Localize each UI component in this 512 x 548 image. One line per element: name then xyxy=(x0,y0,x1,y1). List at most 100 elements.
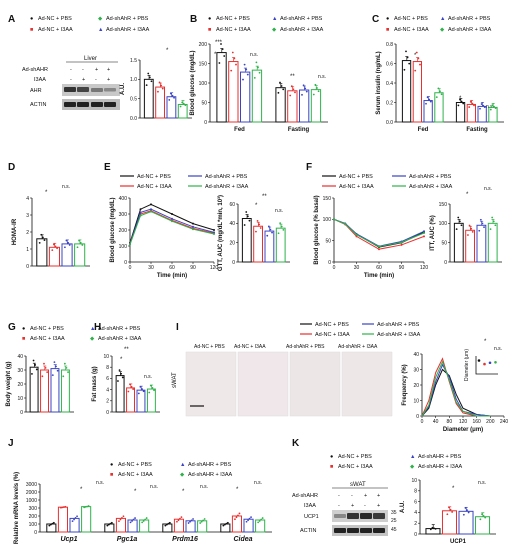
bar xyxy=(197,520,208,533)
data-point xyxy=(109,522,112,525)
legend-item: Ad-NC + I3AA xyxy=(30,336,65,342)
data-point xyxy=(177,519,180,522)
data-point xyxy=(279,222,282,224)
data-point xyxy=(200,520,203,523)
sig-star: * xyxy=(166,48,169,54)
data-point xyxy=(169,92,172,95)
legend-a: ● Ad-NC + PBS ◆ Ad-shAhR + PBS ■ Ad-NC +… xyxy=(30,16,150,33)
legend-j: ● Ad-NC + PBS ▲ Ad-shAHR + PBS ■ Ad-NC +… xyxy=(110,462,233,478)
data-point xyxy=(237,514,239,517)
panel-label-g: G xyxy=(8,322,16,333)
bar xyxy=(166,96,177,119)
y-tick-label: 0 xyxy=(34,530,37,536)
micro-label: Ad-NC + I3AA xyxy=(234,344,266,350)
bar xyxy=(228,61,239,123)
data-point xyxy=(260,518,263,521)
axis-line xyxy=(333,198,424,263)
data-point xyxy=(242,78,244,81)
data-point xyxy=(483,362,486,366)
data-point xyxy=(149,384,152,387)
data-point xyxy=(202,519,205,522)
data-point xyxy=(68,244,71,246)
bar xyxy=(299,89,310,123)
data-point xyxy=(467,511,470,514)
data-point xyxy=(429,528,432,531)
data-point xyxy=(483,106,486,109)
data-point xyxy=(467,234,469,236)
series-line xyxy=(421,368,491,417)
y-tick-label: 4 xyxy=(414,510,417,516)
legend-dot: ■ xyxy=(110,472,113,478)
data-point xyxy=(180,516,183,519)
data-point xyxy=(132,518,135,521)
micro-label: Ad-shAhR + PBS xyxy=(286,344,325,350)
chart-a-axes: 0.0 0.5 1.0 1.5 A.U. xyxy=(120,58,192,122)
data-point xyxy=(129,521,132,524)
legend-item: Ad-NC + I3AA xyxy=(338,464,373,470)
data-point xyxy=(400,243,403,246)
data-point xyxy=(220,43,222,45)
legend-item: Ad-NC + PBS xyxy=(394,16,428,22)
data-point xyxy=(107,523,110,526)
y-tick-label: 0 xyxy=(416,414,419,420)
y-axis-label: GTT, AUC (mg/dL*min, 10³) xyxy=(217,195,224,271)
y-tick-label: 2 xyxy=(26,230,29,236)
data-point xyxy=(419,63,421,66)
data-point xyxy=(38,241,41,244)
data-point xyxy=(153,389,155,392)
data-point xyxy=(49,523,52,526)
sig-ns: n.s. xyxy=(62,184,70,190)
blot-sign: - xyxy=(82,67,84,73)
blot-sign: + xyxy=(107,77,110,83)
chart-i-inset: Diameter (μm) xyxy=(464,349,498,381)
y-tick-label: 0.2 xyxy=(386,100,393,106)
axis-line xyxy=(449,204,502,263)
legend-item: Ad-NC + PBS xyxy=(30,326,64,332)
legend-item: Ad-NC + PBS xyxy=(216,16,250,22)
data-point xyxy=(213,229,215,231)
blot-row-label: I3AA xyxy=(304,503,316,509)
y-tick-label: 10 xyxy=(413,398,419,404)
blot-sign: - xyxy=(338,493,340,499)
data-point xyxy=(488,361,492,365)
data-point xyxy=(41,236,44,239)
data-point xyxy=(483,226,485,229)
data-point xyxy=(190,519,193,522)
legend-dot: ● xyxy=(30,16,33,22)
data-point xyxy=(316,87,318,89)
data-point xyxy=(279,81,281,84)
bar xyxy=(465,229,475,263)
y-axis-label: Frequency (%) xyxy=(402,364,408,405)
legend-item: Ad-NC + I3AA xyxy=(38,27,73,33)
data-point xyxy=(449,508,452,511)
sig-star: * xyxy=(80,487,83,493)
data-point xyxy=(468,224,471,227)
legend-c: ● Ad-NC + PBS ▲ Ad-shAhR + PBS ■ Ad-NC +… xyxy=(386,16,492,33)
blot-band-label: ACTIN xyxy=(30,102,47,108)
bar xyxy=(185,520,196,533)
y-tick-label: 2000 xyxy=(26,490,37,496)
data-point xyxy=(429,100,432,103)
x-tick-label: 0 xyxy=(333,265,336,271)
western-blot-a: Liver Ad-shAHR I3AA - - + + - + - + AHR … xyxy=(22,56,120,110)
bar xyxy=(275,227,286,263)
y-tick-label: 100 xyxy=(439,221,448,227)
x-tick-label: 160 xyxy=(472,419,481,425)
legend-dot: ● xyxy=(386,16,389,22)
data-point xyxy=(435,96,438,99)
data-point xyxy=(479,518,482,521)
y-tick-label: 2 xyxy=(106,399,109,405)
data-point xyxy=(231,51,234,54)
data-point xyxy=(106,524,109,527)
data-point xyxy=(437,87,440,90)
legend-item: Ad-NC + PBS xyxy=(118,462,152,468)
x-tick-label: 30 xyxy=(354,265,360,271)
y-tick-label: 0 xyxy=(414,532,417,538)
data-point xyxy=(400,241,403,244)
data-point xyxy=(266,234,269,237)
legend-dot: ▲ xyxy=(180,462,185,468)
legend-item: Ad-shAhR + PBS xyxy=(409,174,452,180)
bar xyxy=(57,506,69,533)
data-point xyxy=(84,506,87,508)
